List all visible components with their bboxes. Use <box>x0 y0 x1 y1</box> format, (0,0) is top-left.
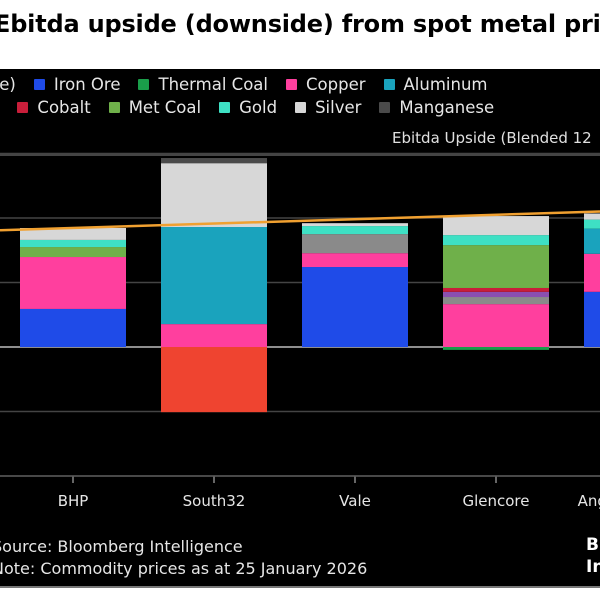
legend-label: Aluminum <box>403 75 488 94</box>
legend-swatch <box>33 79 45 90</box>
footer-source: Source: Bloomberg Intelligence <box>0 537 243 556</box>
legend-item-met-coal: Met Coal <box>108 98 202 117</box>
bar-segment-anglo-american-gold <box>584 219 600 229</box>
bar-segment-south32-copper <box>161 324 267 347</box>
legend-label: Ebitda Upside (Downside) <box>0 75 16 94</box>
bar-segment-vale-copper <box>302 253 408 268</box>
bar-segment-south32-zinc <box>161 347 267 413</box>
bar-segment-anglo-american-silver <box>584 213 600 220</box>
bar-segment-bhp-gold <box>20 239 126 248</box>
legend-item-gold: Gold <box>219 98 277 117</box>
bar-segment-bhp-iron-ore <box>20 308 126 347</box>
legend-label: Manganese <box>399 98 495 117</box>
chart-title: Ebitda upside (downside) from spot metal… <box>0 10 600 38</box>
bar-segment-glencore-nickel <box>443 297 549 305</box>
bar-segment-glencore-thermal-coal <box>443 347 549 350</box>
brand-logo-line2: Intelligence <box>586 557 600 577</box>
x-tick-label: Vale <box>339 492 371 510</box>
x-tick-label: Glencore <box>462 492 529 510</box>
legend-label: Iron Ore <box>53 75 121 94</box>
bar-segment-bhp-copper <box>20 257 126 309</box>
legend-item-ebitda-upside-downside: Ebitda Upside (Downside) <box>0 75 16 94</box>
bar-segment-glencore-copper <box>443 304 549 347</box>
blended-line-label: Ebitda Upside (Blended 12 <box>392 129 592 147</box>
legend-swatch <box>286 79 297 90</box>
legend-item-manganese: Manganese <box>379 98 494 117</box>
brand-logo-line1: Bloomberg <box>586 535 600 555</box>
legend-label: Silver <box>315 98 362 117</box>
plot-area: BHP South32 Vale Glencore Anglo American <box>0 152 600 510</box>
legend-row-1: Ebitda Upside (Downside) Iron Ore Thermal … <box>0 75 505 94</box>
legend-label: Gold <box>239 98 278 117</box>
legend-item-aluminum: Aluminum <box>383 75 488 94</box>
bar-segment-glencore-gold <box>443 235 549 246</box>
legend-swatch <box>17 102 29 113</box>
bar-segment-vale-iron-ore <box>302 267 408 347</box>
bar-segment-glencore-cobalt <box>443 287 549 292</box>
chart-panel: Ebitda Upside (Downside) Iron Ore Thermal … <box>0 69 600 588</box>
bar-segment-vale-nickel <box>302 234 408 254</box>
legend-swatch <box>379 102 391 113</box>
footer-note: Note: Commodity prices as at 25 January … <box>0 559 368 578</box>
legend-swatch <box>108 102 120 113</box>
legend-item-thermal-coal: Thermal Coal <box>138 75 268 94</box>
legend-label: Met Coal <box>128 98 202 117</box>
bar-segment-bhp-silver <box>20 227 126 240</box>
bar-segment-anglo-american-iron-ore <box>584 291 600 347</box>
bar-segment-glencore-met-coal <box>443 245 549 288</box>
bar-segment-vale-gold <box>302 226 408 235</box>
x-tick-label: Anglo American <box>578 492 600 510</box>
bar-segment-glencore-other <box>443 291 549 298</box>
legend-label: Copper <box>306 75 366 94</box>
legend-swatch <box>295 102 307 113</box>
legend-item-silver: Silver <box>295 98 361 117</box>
legend-item-copper: Copper <box>286 75 366 94</box>
legend-swatch <box>383 79 395 90</box>
blended-upside-line <box>0 210 600 232</box>
legend-swatch <box>138 79 150 90</box>
footer-rule <box>0 586 600 588</box>
x-tick-label: BHP <box>58 492 89 510</box>
legend-item-iron-ore: Iron Ore <box>33 75 121 94</box>
bar-segment-south32-silver <box>161 163 267 228</box>
bar-segment-glencore-silver <box>443 216 549 236</box>
legend-label: Cobalt <box>37 98 91 117</box>
bar-segment-anglo-american-copper <box>584 253 600 292</box>
legend-swatch <box>219 102 231 113</box>
bar-segment-bhp-met-coal <box>20 247 126 258</box>
bar-segment-south32-manganese <box>161 158 267 164</box>
header-rule <box>0 154 600 156</box>
bar-segment-anglo-american-aluminum <box>584 228 600 254</box>
legend-item-cobalt: Cobalt <box>17 98 91 117</box>
bar-segment-south32-aluminum <box>161 227 267 325</box>
bar-segment-vale-silver <box>302 223 408 227</box>
x-tick-label: South32 <box>183 492 246 510</box>
legend-label: Thermal Coal <box>158 75 268 94</box>
